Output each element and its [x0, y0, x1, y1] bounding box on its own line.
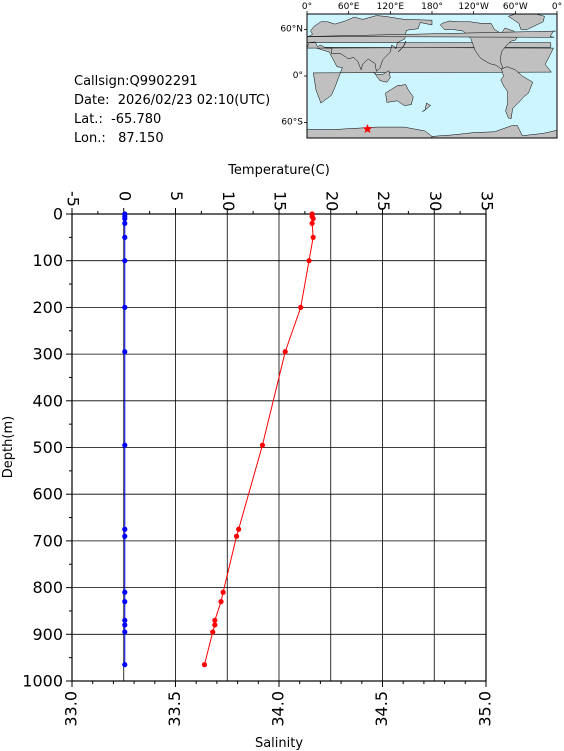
- profile-point: [122, 349, 128, 355]
- temperature-axis-title: Temperature(C): [227, 163, 330, 178]
- depth-tick-label: 400: [32, 391, 63, 410]
- map-longitude-label: 0°: [302, 2, 312, 12]
- profile-point: [298, 304, 304, 310]
- profile-point: [122, 234, 128, 240]
- map-latitude-label: 60°S: [281, 118, 303, 128]
- profile-point: [310, 234, 316, 240]
- profile-point: [282, 349, 288, 355]
- map-latitude-label: 0°: [293, 71, 303, 81]
- profile-point: [306, 258, 312, 264]
- depth-tick-label: 100: [32, 251, 63, 270]
- date-text: Date: 2026/02/23 02:10(UTC): [74, 93, 271, 108]
- longitude-text: Lon.: 87.150: [74, 131, 164, 146]
- profile-point: [309, 220, 315, 226]
- temperature-tick-label: -5: [64, 191, 83, 207]
- profile-point: [236, 526, 242, 532]
- profile-point: [218, 599, 224, 605]
- temperature-tick-label: 30: [426, 191, 445, 211]
- depth-tick-label: 0: [53, 205, 63, 224]
- temperature-tick-label: 10: [219, 191, 238, 211]
- profile-info: Callsign:Q9902291 Date: 2026/02/23 02:10…: [74, 72, 270, 148]
- salinity-tick-label: 34.5: [372, 691, 391, 727]
- depth-tick-label: 600: [32, 485, 63, 504]
- callsign-text: Callsign:Q9902291: [74, 74, 198, 89]
- temperature-tick-label: 20: [322, 191, 341, 211]
- profile-point: [122, 216, 128, 222]
- temperature-tick-label: 35: [478, 191, 497, 211]
- depth-tick-label: 900: [32, 625, 63, 644]
- plot-grid: [71, 213, 487, 682]
- profile-point: [122, 599, 128, 605]
- japan-shape: [397, 41, 406, 53]
- latitude-text: Lat.: -65.780: [74, 112, 162, 127]
- salinity-tick-label: 34.0: [269, 691, 288, 727]
- map-land: [306, 13, 558, 139]
- star-icon: [362, 124, 373, 133]
- salinity-axis: 33.0 33.5 34.0 34.5 35.0: [62, 681, 495, 727]
- australia-shape: [385, 84, 414, 106]
- map-latitude-labels: 60°N 0° 60°S: [280, 25, 307, 128]
- map-longitude-label: 60°W: [503, 2, 528, 12]
- profile-point: [220, 589, 226, 595]
- depth-tick-label: 700: [32, 531, 63, 550]
- profile-point: [122, 622, 128, 628]
- float-location-marker: [362, 124, 373, 133]
- temperature-tick-label: 5: [167, 191, 186, 201]
- series-group: [122, 211, 316, 668]
- temperature-tick-label: 15: [271, 191, 290, 211]
- profile-point: [212, 617, 218, 623]
- profile-point: [122, 526, 128, 532]
- profile-point: [122, 589, 128, 595]
- depth-tick-label: 500: [32, 438, 63, 457]
- temperature-tick-label: 0: [115, 191, 134, 201]
- map-longitude-label: 120°E: [377, 2, 405, 12]
- map-longitude-label: 120°W: [458, 2, 489, 12]
- depth-tick-label: 200: [32, 298, 63, 317]
- profile-point: [210, 629, 216, 635]
- location-map: 0° 60°E 120°E 180° 120°W 60°W 0° 60°N 0° 60°S: [280, 2, 562, 139]
- south-america-shape: [500, 66, 534, 119]
- indonesia-shape: [373, 70, 391, 83]
- profile-point: [122, 533, 128, 539]
- profile-point: [122, 442, 128, 448]
- profile-point: [201, 662, 208, 668]
- depth-tick-label: 1000: [22, 672, 63, 691]
- profile-line: [203, 214, 314, 665]
- map-latitude-label: 60°N: [280, 25, 303, 35]
- new-zealand-shape: [422, 102, 432, 112]
- temperature-axis: -5 0 5 10 15 20 25 30 35: [64, 191, 497, 214]
- profile-point: [310, 216, 316, 222]
- depth-axis: 0 100 200 300 400 500 600 700 800 900 1000: [22, 205, 72, 691]
- salinity-tick-label: 35.0: [476, 691, 495, 727]
- depth-axis-title: Depth(m): [1, 416, 16, 478]
- depth-tick-label: 800: [32, 578, 63, 597]
- salinity-tick-label: 33.5: [165, 691, 184, 727]
- map-longitude-labels: 0° 60°E 120°E 180° 120°W 60°W 0°: [302, 2, 562, 14]
- profile-point: [122, 662, 128, 668]
- map-longitude-label: 60°E: [338, 2, 360, 12]
- map-longitude-label: 0°: [552, 2, 562, 12]
- profile-point: [122, 629, 128, 635]
- eurasia-shape: [306, 15, 552, 72]
- profile-point: [212, 622, 218, 628]
- britain-shape: [307, 30, 556, 38]
- profile-point: [122, 617, 128, 623]
- salinity-axis-title: Salinity: [255, 736, 303, 751]
- depth-tick-label: 300: [32, 345, 63, 364]
- profile-point: [233, 533, 240, 539]
- profile-point: [259, 442, 266, 448]
- temperature-tick-label: 25: [374, 191, 393, 211]
- salinity-tick-label: 33.0: [62, 691, 81, 727]
- profile-point: [122, 220, 128, 226]
- profile-point: [122, 304, 128, 310]
- map-longitude-label: 180°: [421, 2, 443, 12]
- profile-point: [122, 258, 128, 264]
